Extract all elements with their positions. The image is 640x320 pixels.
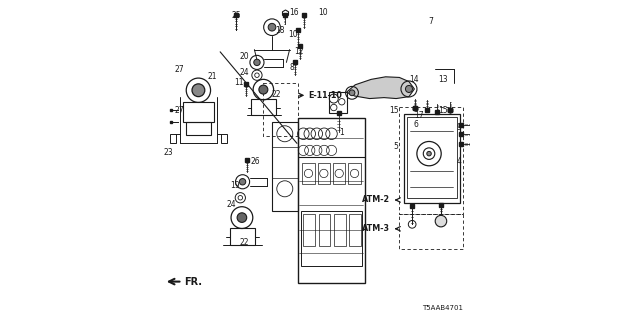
Bar bbox=[404, 114, 460, 203]
Text: 10: 10 bbox=[318, 8, 328, 17]
Text: 24: 24 bbox=[239, 68, 249, 77]
Bar bbox=[186, 122, 211, 135]
Circle shape bbox=[349, 90, 355, 96]
Text: ATM-2: ATM-2 bbox=[362, 196, 390, 204]
Bar bbox=[317, 163, 330, 184]
Bar bbox=[399, 214, 463, 249]
Text: 27: 27 bbox=[174, 106, 184, 115]
Bar bbox=[303, 214, 315, 246]
Text: FR.: FR. bbox=[184, 276, 202, 287]
Text: 19: 19 bbox=[230, 181, 239, 190]
Circle shape bbox=[427, 151, 431, 156]
Circle shape bbox=[435, 215, 447, 227]
Text: 21: 21 bbox=[207, 72, 217, 81]
Text: E-11-10: E-11-10 bbox=[308, 91, 342, 100]
Text: 24: 24 bbox=[227, 200, 236, 209]
Text: 22: 22 bbox=[240, 238, 250, 247]
Bar bbox=[272, 122, 298, 211]
Bar bbox=[230, 228, 255, 245]
Bar bbox=[349, 163, 361, 184]
Text: 4: 4 bbox=[457, 157, 462, 166]
Text: 23: 23 bbox=[163, 148, 173, 157]
Bar bbox=[399, 107, 463, 214]
Text: 17: 17 bbox=[414, 111, 424, 120]
Circle shape bbox=[259, 85, 268, 94]
Text: 15: 15 bbox=[438, 106, 447, 115]
Circle shape bbox=[239, 179, 246, 185]
Text: 13: 13 bbox=[438, 75, 448, 84]
Text: 26: 26 bbox=[250, 157, 260, 166]
Text: 27: 27 bbox=[174, 65, 184, 74]
Bar bbox=[263, 83, 298, 136]
Text: 8: 8 bbox=[289, 63, 294, 72]
Text: 6: 6 bbox=[413, 120, 419, 129]
Text: 18: 18 bbox=[275, 26, 285, 35]
Bar bbox=[319, 214, 330, 246]
Polygon shape bbox=[347, 77, 415, 99]
Text: 16: 16 bbox=[290, 8, 300, 17]
Bar bbox=[334, 214, 346, 246]
Bar bbox=[251, 99, 276, 115]
Circle shape bbox=[253, 59, 260, 66]
Bar bbox=[302, 163, 314, 184]
Circle shape bbox=[192, 84, 205, 97]
Bar bbox=[183, 102, 214, 122]
Text: 12: 12 bbox=[294, 47, 304, 56]
Circle shape bbox=[406, 85, 413, 92]
Bar bbox=[349, 214, 361, 246]
Bar bbox=[333, 163, 346, 184]
Bar bbox=[221, 134, 227, 143]
Bar bbox=[329, 92, 347, 113]
Text: 1: 1 bbox=[339, 128, 344, 137]
Text: 14: 14 bbox=[409, 75, 419, 84]
Bar bbox=[301, 211, 362, 266]
Circle shape bbox=[237, 213, 247, 222]
Text: 10: 10 bbox=[288, 30, 298, 39]
Text: 15: 15 bbox=[388, 106, 398, 115]
Bar bbox=[170, 134, 176, 143]
Text: 5: 5 bbox=[394, 142, 398, 151]
Text: ATM-3: ATM-3 bbox=[362, 224, 390, 233]
Text: 20: 20 bbox=[239, 52, 249, 61]
Text: 25: 25 bbox=[231, 11, 241, 20]
Bar bbox=[407, 117, 457, 198]
Circle shape bbox=[268, 23, 276, 31]
Bar bbox=[298, 118, 365, 283]
Text: 9: 9 bbox=[457, 124, 462, 132]
Text: 22: 22 bbox=[271, 90, 281, 99]
Text: 11: 11 bbox=[234, 78, 244, 87]
Text: T5AAB4701: T5AAB4701 bbox=[422, 305, 463, 311]
Text: 7: 7 bbox=[429, 17, 434, 26]
